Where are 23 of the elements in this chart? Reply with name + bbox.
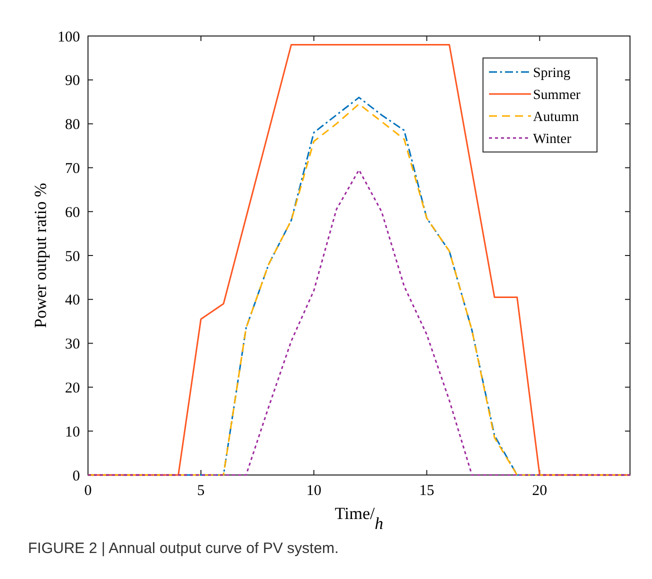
legend-label: Autumn xyxy=(533,110,579,125)
y-tick-label: 70 xyxy=(65,160,80,177)
y-tick-label: 30 xyxy=(65,336,80,353)
x-tick-label: 15 xyxy=(419,483,434,499)
y-tick-label: 60 xyxy=(65,204,80,221)
y-tick-label: 50 xyxy=(65,248,80,265)
caption: FIGURE 2 | Annual output curve of PV system. xyxy=(28,540,339,557)
y-tick-label: 10 xyxy=(65,424,80,440)
line-series xyxy=(87,169,631,476)
y-tick-label: 0 xyxy=(72,468,80,484)
y-tick-label: 100 xyxy=(58,29,80,46)
y-tick-label: 20 xyxy=(65,380,80,396)
x-tick-label: 10 xyxy=(306,483,322,499)
y-tick-label: 80 xyxy=(65,117,80,134)
y-tick-label: 40 xyxy=(65,292,80,309)
y-tick-label: 90 xyxy=(65,73,80,90)
x-tick-label: 20 xyxy=(532,483,548,499)
x-tick-label: 0 xyxy=(84,483,92,499)
x-tick-label: 5 xyxy=(197,483,205,499)
legend-label: Winter xyxy=(533,132,572,147)
legend-label: Summer xyxy=(533,88,581,103)
y-axis-title: Power output ratio % xyxy=(31,183,50,328)
legend-label: Spring xyxy=(533,66,570,81)
